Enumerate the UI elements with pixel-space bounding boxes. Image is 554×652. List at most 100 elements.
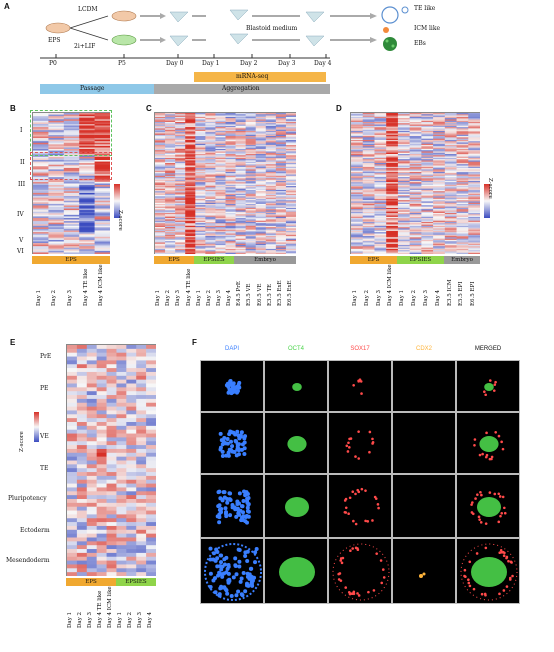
micrograph-dapi-day-4 <box>200 538 264 604</box>
column-label: Day 4 <box>434 289 441 306</box>
cluster-ii-highlight <box>30 152 112 180</box>
column-label: E3.5 ICM <box>446 279 453 306</box>
channel-oct4: OCT4 <box>287 346 304 352</box>
micrograph-merged-day-4 <box>456 538 520 604</box>
day-3-label: Day 3 <box>278 60 296 67</box>
micrograph-oct4-day-2 <box>264 412 328 474</box>
column-label: Day 3 <box>375 289 382 306</box>
output-te-like: TE like <box>414 5 436 12</box>
output-ebs: EBs <box>414 40 426 47</box>
heatmap-c <box>154 112 297 255</box>
micrograph-cdx2-day-3 <box>392 474 456 538</box>
panel-label-b: B <box>10 104 16 113</box>
column-label: Day 1 <box>195 289 202 306</box>
column-label: E6.5 VE <box>256 283 263 307</box>
micrograph-merged-day-2 <box>456 412 520 474</box>
column-label: Day 4 ICM like <box>107 586 113 628</box>
day-2-label: Day 2 <box>240 60 258 67</box>
column-label: E5.5 EPI <box>458 281 465 306</box>
colorscale-e <box>34 412 39 442</box>
heatmap-e <box>66 344 157 577</box>
column-label: Day 4 TE like <box>82 268 89 306</box>
micrograph-dapi-day-1 <box>200 360 264 412</box>
condition-lcdm: LCDM <box>78 6 98 13</box>
colorscale-e-title: Z-score <box>19 431 25 452</box>
category-ectoderm: Ectoderm <box>20 527 50 534</box>
panel-label-a: A <box>4 2 10 11</box>
phase-passage: Passage <box>80 85 105 92</box>
category-pe: PE <box>40 385 49 392</box>
colorscale-d-title: Z-score <box>487 178 493 199</box>
micrograph-sox17-day-3 <box>328 474 392 538</box>
column-label: Day 2 <box>411 289 417 306</box>
category-pluripotency: Pluripotency <box>8 495 47 502</box>
cluster-vi: VI <box>17 248 24 255</box>
day-4-label: Day 4 <box>314 60 332 67</box>
day-1-label: Day 1 <box>202 60 220 67</box>
column-label: Day 3 <box>67 289 73 306</box>
colorscale-b-title: Z-score <box>117 210 123 231</box>
group-bar-epsies-e: EPSIES <box>116 578 156 586</box>
column-label: Day 3 <box>422 289 429 306</box>
micrograph-oct4-day-4 <box>264 538 328 604</box>
cluster-iii: III <box>18 181 26 188</box>
cluster-iv: IV <box>17 211 24 218</box>
column-label: Day 1 <box>351 289 358 306</box>
channel-cdx2: CDX2 <box>415 346 432 352</box>
mrna-seq-label: mRNA-seq <box>236 73 269 80</box>
passage-p5: P5 <box>118 60 126 67</box>
column-label: E6.5 ExE <box>286 280 293 306</box>
channel-merged: MERGED <box>474 346 502 352</box>
colorscale-b <box>114 184 120 218</box>
channel-sox17: SOX17 <box>350 346 370 352</box>
panel-label-f: F <box>192 338 197 347</box>
group-bar-eps-b: EPS <box>32 256 110 264</box>
day-0-label: Day 0 <box>166 60 184 67</box>
category-mesendoderm: Mesendoderm <box>6 557 50 564</box>
column-label: Day 1 <box>399 289 406 306</box>
micrograph-oct4-day-1 <box>264 360 328 412</box>
schematic-diagram <box>40 6 409 94</box>
column-label: Day 1 <box>35 289 42 306</box>
column-label: Day 2 <box>77 611 83 628</box>
column-label: Day 1 <box>117 611 123 628</box>
heatmap-b <box>32 112 111 255</box>
micrograph-merged-day-1 <box>456 360 520 412</box>
panel-label-c: C <box>146 104 152 113</box>
channel-dapi: DAPI <box>224 346 239 352</box>
column-label: Day 2 <box>127 611 133 628</box>
cluster-v: V <box>19 237 24 244</box>
cluster-ii: II <box>20 159 25 166</box>
category-te: TE <box>40 465 49 472</box>
column-label: Day 2 <box>51 289 58 306</box>
micrograph-sox17-day-1 <box>328 360 392 412</box>
medium-label: Blastoid medium <box>246 25 298 32</box>
column-label: Day 4 ICM like <box>98 264 105 306</box>
category-ve: VE <box>40 433 49 440</box>
column-label: E6.5 EPI <box>470 281 477 306</box>
micrograph-sox17-day-2 <box>328 412 392 474</box>
column-label: Day 3 <box>87 611 93 628</box>
micrograph-sox17-day-4 <box>328 538 392 604</box>
column-label: Day 4 ICM like <box>387 264 394 306</box>
micrograph-cdx2-day-1 <box>392 360 456 412</box>
group-bar-eps-e: EPS <box>66 578 116 586</box>
column-label: E3.5 TE <box>266 283 273 306</box>
phase-aggregation: Aggregation <box>222 85 260 92</box>
micrograph-cdx2-day-2 <box>392 412 456 474</box>
column-label: Day 1 <box>67 611 73 628</box>
group-bar-embryo-c: Embryo <box>234 256 296 264</box>
micrograph-dapi-day-2 <box>200 412 264 474</box>
cell-line-label: EPS <box>48 37 61 44</box>
category-pre: PrE <box>40 353 52 360</box>
column-label: E5.5 VE <box>246 283 253 307</box>
column-label: Day 4 TE like <box>185 268 192 306</box>
output-icm-like: ICM like <box>414 25 441 32</box>
micrograph-dapi-day-3 <box>200 474 264 538</box>
column-label: Day 2 <box>363 289 370 306</box>
column-label: Day 2 <box>205 289 212 306</box>
micrograph-cdx2-day-4 <box>392 538 456 604</box>
group-bar-epsies-c: EPSIES <box>194 256 234 264</box>
cluster-i: I <box>20 127 23 134</box>
group-bar-embryo-d: Embryo <box>444 256 480 264</box>
